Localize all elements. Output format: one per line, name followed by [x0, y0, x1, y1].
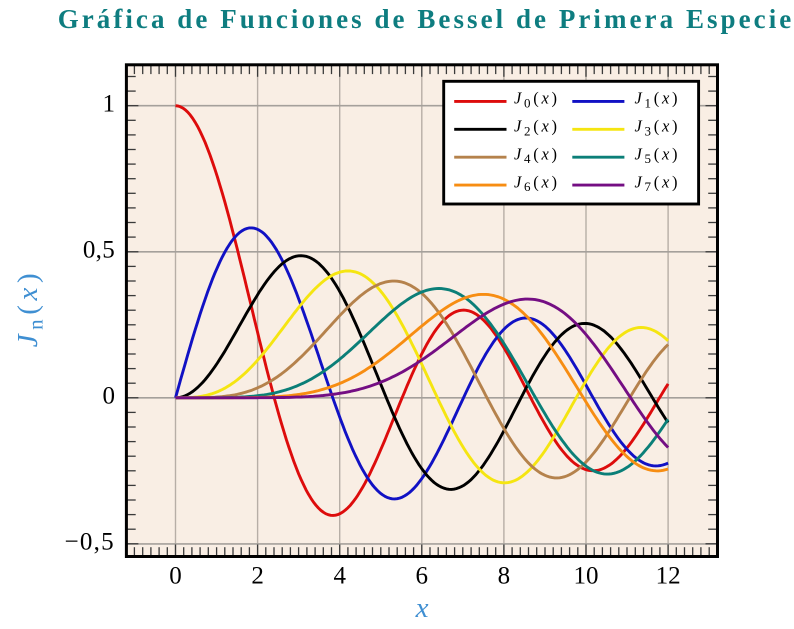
svg-text:0: 0: [169, 563, 182, 590]
svg-text:−0,5: −0,5: [64, 529, 115, 556]
svg-text:J1(x): J1(x): [635, 89, 681, 111]
svg-text:Gráfica de Funciones de Bessel: Gráfica de Funciones de Bessel de Primer…: [58, 4, 794, 34]
svg-text:6: 6: [416, 563, 429, 590]
svg-text:J7(x): J7(x): [635, 172, 681, 194]
svg-text:J6(x): J6(x): [514, 172, 560, 194]
svg-text:10: 10: [574, 563, 599, 590]
svg-text:0,5: 0,5: [83, 237, 115, 264]
svg-text:J4(x): J4(x): [514, 144, 560, 166]
svg-text:x: x: [415, 592, 429, 624]
svg-text:J3(x): J3(x): [635, 117, 681, 139]
svg-text:4: 4: [333, 563, 346, 590]
svg-text:12: 12: [656, 563, 681, 590]
svg-text:2: 2: [251, 563, 264, 590]
svg-text:1: 1: [103, 91, 116, 118]
svg-text:Jn(x): Jn(x): [12, 269, 48, 348]
svg-text:J5(x): J5(x): [635, 144, 681, 166]
svg-text:J2(x): J2(x): [514, 117, 560, 139]
svg-text:0: 0: [103, 383, 116, 410]
svg-text:8: 8: [498, 563, 511, 590]
svg-text:J0(x): J0(x): [514, 89, 560, 111]
